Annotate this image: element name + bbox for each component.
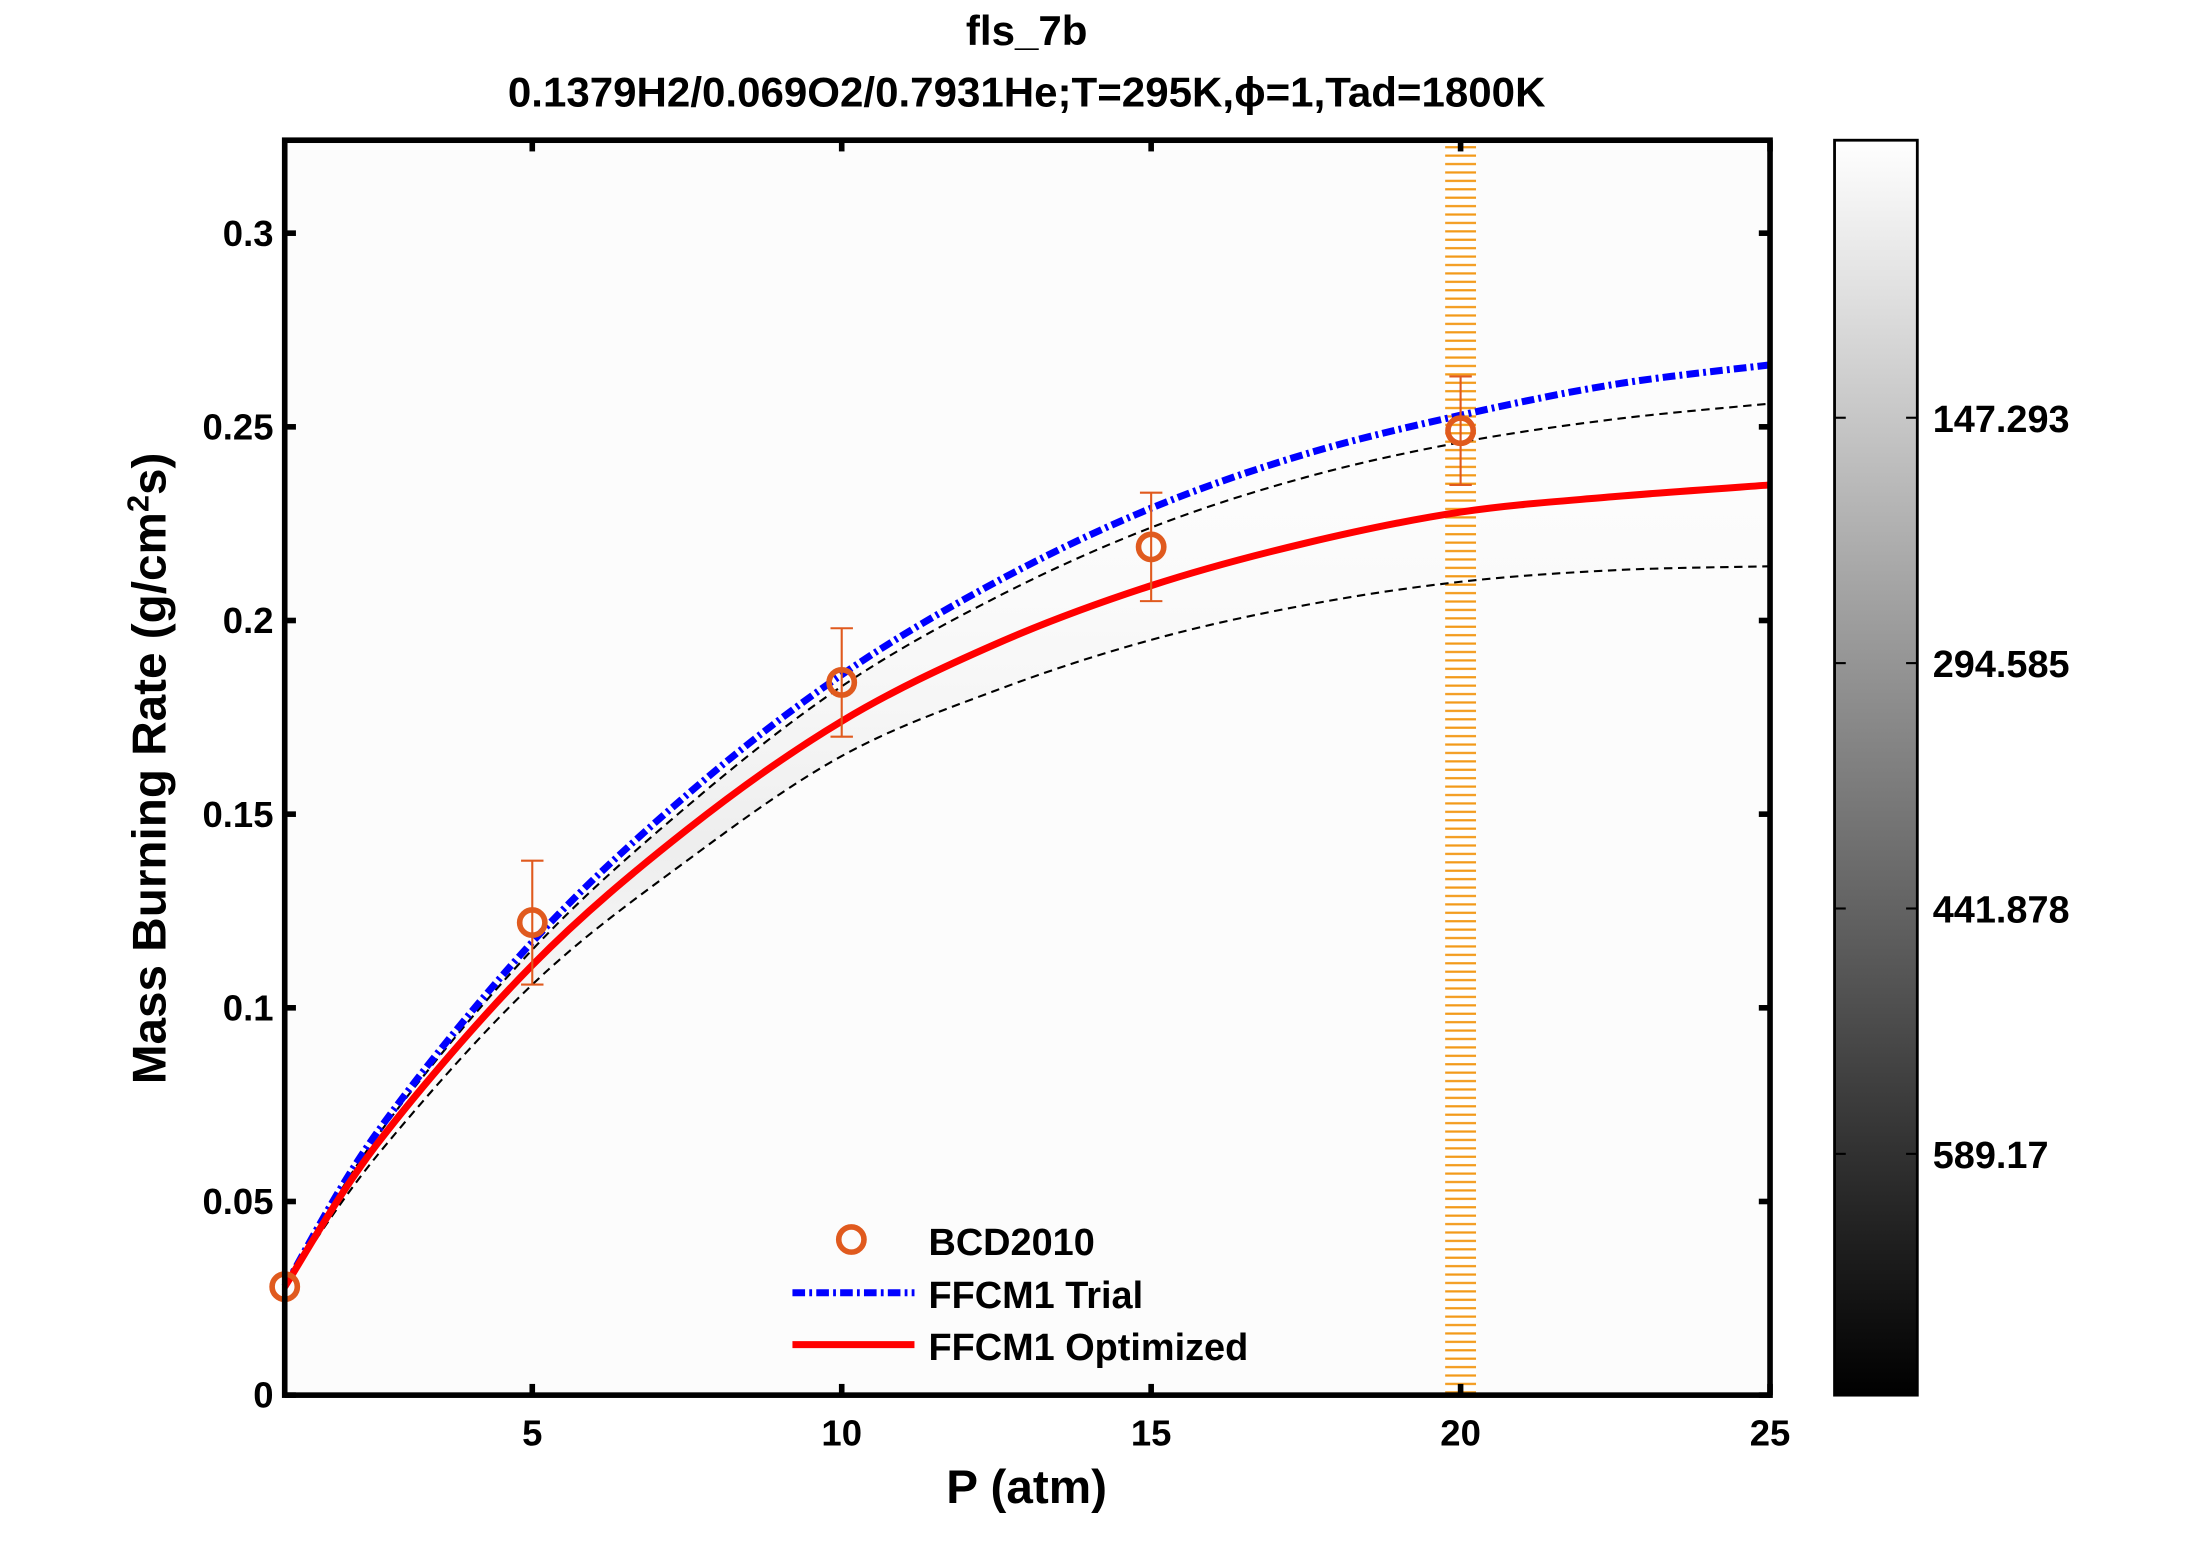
data-point [516,907,548,939]
uncertainty-bound-line [283,402,1771,1288]
colorbar-tick-label: 589.17 [1933,1135,2049,1177]
data-point [826,667,858,698]
data-point [1135,531,1167,563]
y-tick-label: 0 [253,1375,273,1416]
legend-label: FFCM1 Optimized [928,1327,1248,1369]
y-tick-label: 0.1 [223,987,274,1028]
colorbar-tick-label: 294.585 [1933,644,2070,686]
series-line-ffcm1-optimized [281,481,1771,1289]
x-axis-label: P (atm) [946,1461,1107,1514]
x-tick-label: 15 [1131,1413,1172,1454]
colorbar-tick-label: 147.293 [1933,399,2070,441]
x-tick-label: 5 [522,1413,542,1454]
x-tick-label: 10 [821,1413,862,1454]
legend: BCD2010 FFCM1 Trial FFCM1 Optimized [792,1222,1248,1369]
y-tick-label: 0.25 [203,406,274,447]
plot-area [284,140,1771,1396]
uncertainty-band [284,403,1771,1287]
y-tick-label: 0.3 [223,213,274,254]
y-tick-label: 0.15 [203,794,274,835]
colorbar [1833,138,1919,1397]
highlight-band-x20 [1445,140,1477,1396]
plot-frame [281,137,1773,1398]
uncertainty-bound-line [283,565,1771,1288]
y-axis-label: Mass Burning Rate (g/cm2s) [120,453,177,1085]
chart-title: fls_7b [966,7,1088,54]
series-line-ffcm1-trial [281,361,1771,1289]
legend-label: BCD2010 [928,1222,1094,1264]
legend-marker-bcd2010 [835,1224,867,1255]
colorbar-tick-label: 441.878 [1933,890,2070,932]
y-tick-label: 0.2 [223,600,274,641]
legend-label: FFCM1 Trial [928,1275,1143,1317]
data-point [1445,415,1477,447]
x-tick-label: 25 [1750,1413,1791,1454]
y-tick-label: 0.05 [203,1181,274,1222]
chart-subtitle: 0.1379H2/0.069O2/0.7931He;T=295K,ϕ=1,Tad… [508,69,1546,116]
x-tick-label: 20 [1440,1413,1481,1454]
